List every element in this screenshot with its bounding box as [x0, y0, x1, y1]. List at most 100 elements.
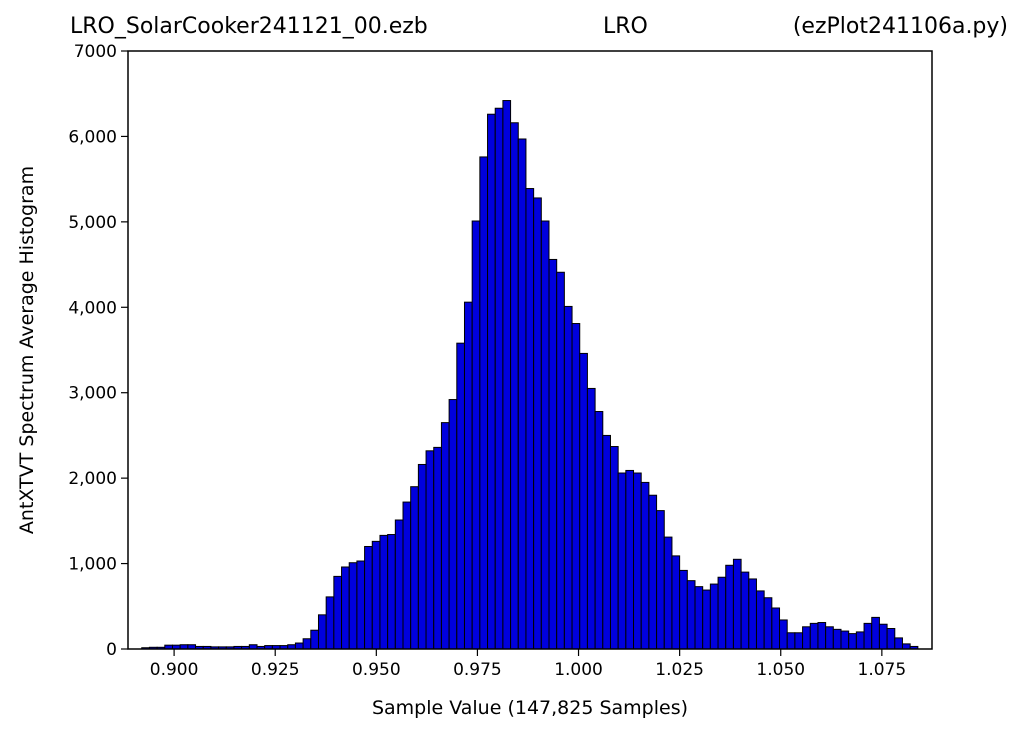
histogram-bar [640, 481, 650, 650]
y-tick-label: 2,000 [68, 469, 117, 489]
y-tick-label: 7000 [74, 42, 117, 62]
chart-title-left: LRO_SolarCooker241121_00.ezb [70, 14, 428, 39]
y-axis-ticks: 0 1,000 2,000 3,000 4,000 5,000 6,000 7000 [68, 42, 128, 660]
histogram-bar [709, 583, 719, 650]
histogram-bar [855, 631, 865, 650]
histogram-bar [786, 632, 796, 650]
histogram-bar [548, 258, 558, 650]
y-tick-label: 3,000 [68, 384, 117, 404]
histogram-bar [456, 342, 465, 650]
histogram-bar [863, 622, 873, 650]
histogram-bar [717, 576, 727, 650]
histogram-bar [848, 633, 857, 650]
histogram-bar [871, 616, 880, 650]
histogram-bar [633, 472, 642, 650]
histogram-bar [556, 271, 565, 650]
histogram-bar [533, 197, 542, 650]
histogram-bar [325, 596, 335, 650]
histogram-bar [448, 399, 458, 650]
histogram-bar [771, 607, 781, 650]
histogram-bar [832, 628, 842, 650]
chart-title-right: (ezPlot241106a.py) [792, 14, 1008, 39]
histogram-bar [463, 301, 473, 650]
histogram-bar [379, 534, 389, 650]
histogram-bar [878, 623, 888, 650]
histogram-bar [510, 122, 519, 650]
histogram-bar [671, 555, 681, 650]
x-axis-ticks: 0.900 0.925 0.950 0.975 1.000 1.025 1.050 1.075 [150, 649, 906, 680]
histogram-bar [571, 323, 581, 650]
x-tick-label: 1.075 [858, 660, 907, 680]
chart-title-center: LRO [603, 14, 648, 39]
histogram-bar [433, 446, 442, 650]
histogram-bar [494, 107, 504, 650]
histogram-bar [609, 446, 619, 650]
histogram-bar [894, 637, 903, 650]
y-tick-label: 0 [106, 640, 117, 660]
histogram-bar [817, 622, 827, 650]
histogram-bar [648, 494, 658, 650]
histogram-bar [579, 352, 588, 650]
x-axis-label: Sample Value (147,825 Samples) [372, 697, 688, 719]
histogram-bar [425, 450, 435, 650]
histogram-bar [686, 580, 696, 650]
histogram-bar [732, 558, 742, 650]
histogram-bar [317, 614, 327, 650]
histogram-bar [540, 220, 550, 650]
histogram-bar [794, 632, 804, 650]
histogram-bar [725, 564, 734, 650]
histogram-bar [617, 472, 627, 650]
histogram-bar [517, 138, 527, 650]
histogram-bar [840, 630, 850, 650]
histogram-bar [394, 519, 404, 650]
histogram-bar [779, 619, 788, 650]
histogram-bar [802, 626, 811, 650]
histogram-bar [440, 422, 450, 650]
x-tick-label: 1.000 [554, 660, 603, 680]
histogram-bar [356, 560, 366, 650]
histogram-bar [341, 566, 350, 650]
histogram-bar [901, 643, 911, 650]
y-tick-label: 4,000 [68, 298, 117, 318]
histogram-bar [625, 469, 635, 650]
histogram-bar [387, 534, 396, 650]
histogram-bar [417, 463, 427, 650]
histogram-bar [679, 569, 688, 650]
histogram-bar [694, 586, 704, 650]
histogram-bar [525, 188, 535, 650]
histogram-bars [141, 100, 919, 650]
histogram-bar [755, 590, 765, 650]
histogram-bar [656, 510, 665, 650]
histogram-bar [502, 100, 512, 650]
histogram-bar [364, 545, 373, 650]
histogram-bar [348, 562, 358, 650]
x-tick-label: 1.050 [756, 660, 805, 680]
histogram-bar [602, 434, 611, 650]
histogram-bar [310, 629, 319, 650]
histogram-bar [294, 642, 304, 650]
histogram-bar [402, 501, 412, 650]
histogram-bar [410, 486, 419, 650]
histogram-bar [333, 575, 343, 650]
histogram-bar [302, 638, 312, 650]
histogram-bar [740, 571, 750, 650]
histogram-bar [487, 113, 496, 650]
histogram-bar [809, 622, 819, 650]
x-tick-label: 0.950 [352, 660, 401, 680]
histogram-bar [563, 305, 573, 650]
x-tick-label: 0.925 [251, 660, 300, 680]
histogram-bar [479, 156, 489, 650]
histogram-bar [471, 220, 481, 650]
x-tick-label: 1.025 [655, 660, 704, 680]
histogram-bar [748, 578, 757, 650]
histogram-bar [763, 597, 773, 650]
histogram-bar [663, 536, 673, 650]
x-tick-label: 0.975 [453, 660, 502, 680]
y-tick-label: 6,000 [68, 127, 117, 147]
histogram-bar [825, 626, 834, 650]
y-tick-label: 1,000 [68, 555, 117, 575]
x-tick-label: 0.900 [150, 660, 199, 680]
histogram-bar [702, 589, 711, 650]
y-axis-label: AntXTVT Spectrum Average Histogram [16, 166, 38, 534]
